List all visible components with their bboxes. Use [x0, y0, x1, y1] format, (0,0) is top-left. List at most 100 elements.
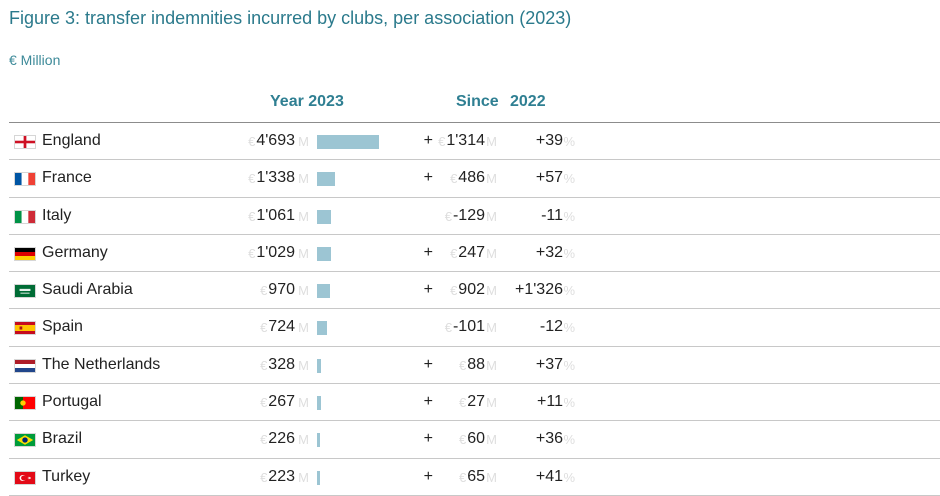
percent-unit: %: [563, 320, 575, 336]
column-header-since-year: 2022: [510, 93, 546, 110]
value-2023-cell: €970 M: [239, 281, 309, 301]
percent-cell: +32%: [507, 244, 575, 264]
currency-unit: €: [248, 208, 256, 224]
change-cell: €65 M: [429, 468, 497, 488]
million-unit: M: [486, 134, 497, 149]
percent-unit: %: [563, 134, 575, 149]
table-row: Turkey €223 M + €65 M +41%: [9, 459, 940, 496]
currency-unit: €: [260, 320, 268, 336]
england-flag-icon: [14, 135, 36, 149]
percent-change: +1'326: [515, 281, 563, 299]
change-sign: +: [423, 355, 433, 373]
table-row: England €4'693 M + €1'314 M +39%: [9, 123, 940, 161]
chart-title: Figure 3: transfer indemnities incurred …: [9, 8, 572, 28]
value-2023-cell: €223 M: [239, 468, 309, 488]
country-name: Saudi Arabia: [42, 281, 133, 299]
country-name: Spain: [42, 318, 83, 336]
currency-unit: €: [248, 245, 256, 261]
change-value: 60: [467, 430, 485, 448]
million-unit: M: [486, 357, 497, 373]
percent-change: -12: [539, 318, 563, 336]
value-2023: 1'029: [256, 243, 295, 261]
table-row: The Netherlands €328 M + €88 M +37%: [9, 347, 940, 385]
million-unit: M: [298, 171, 309, 187]
currency-unit: €: [450, 171, 458, 187]
unit-label: € Million: [9, 52, 61, 68]
million-unit: M: [486, 245, 497, 261]
portugal-flag-icon: [14, 396, 36, 411]
change-cell: €486 M: [429, 169, 497, 189]
million-unit: M: [298, 208, 309, 224]
million-unit: M: [486, 395, 497, 411]
percent-cell: +36%: [507, 430, 575, 450]
table-row: Italy €1'061 M € -129 M -11%: [9, 198, 940, 235]
netherlands-flag-icon: [14, 358, 36, 373]
change-cell: € -129 M: [429, 207, 497, 227]
change-value: -129: [452, 206, 485, 224]
change-sign: +: [423, 430, 433, 448]
change-value: 902: [458, 281, 485, 299]
country-name: Germany: [42, 243, 108, 261]
value-2023: 328: [268, 355, 295, 373]
million-unit: M: [298, 432, 309, 448]
million-unit: M: [298, 134, 309, 149]
percent-cell: +37%: [507, 356, 575, 376]
value-bar: [317, 358, 322, 373]
percent-change: +32: [535, 243, 563, 261]
value-bar: [317, 172, 335, 187]
country-name: Portugal: [42, 393, 102, 411]
value-bar: [317, 135, 379, 149]
change-value: -101: [452, 318, 485, 336]
column-header-since: Since: [456, 93, 499, 110]
percent-unit: %: [563, 208, 575, 224]
change-sign: +: [423, 243, 433, 261]
brazil-flag-icon: [14, 433, 36, 448]
change-sign: +: [423, 169, 433, 187]
currency-unit: €: [260, 469, 268, 485]
million-unit: M: [486, 283, 497, 299]
million-unit: M: [298, 245, 309, 261]
table-row: Portugal €267 M + €27 M +11%: [9, 384, 940, 422]
change-cell: €247 M: [429, 244, 497, 264]
data-table: England €4'693 M + €1'314 M +39% France €1'338 M +…: [9, 123, 940, 496]
table-row: Spain €724 M € -101 M -12%: [9, 309, 940, 347]
currency-unit: €: [444, 320, 452, 336]
million-unit: M: [486, 320, 497, 336]
currency-unit: €: [248, 134, 256, 149]
percent-unit: %: [563, 395, 575, 411]
percent-cell: +57%: [507, 169, 575, 189]
percent-unit: %: [563, 283, 575, 299]
value-2023-cell: €1'029 M: [239, 244, 309, 264]
france-flag-icon: [14, 172, 36, 187]
change-sign: +: [423, 281, 433, 299]
value-2023-cell: €226 M: [239, 430, 309, 450]
percent-cell: +1'326%: [507, 281, 575, 301]
value-bar: [317, 396, 321, 411]
country-name: Turkey: [42, 467, 91, 485]
table-row: Germany €1'029 M + €247 M +32%: [9, 235, 940, 273]
spain-flag-icon: [14, 321, 36, 336]
change-value: 65: [467, 467, 485, 485]
million-unit: M: [298, 395, 309, 411]
change-cell: €60 M: [429, 430, 497, 450]
country-name: The Netherlands: [42, 355, 161, 373]
change-cell: €1'314 M: [429, 132, 497, 152]
table-row: Brazil €226 M + €60 M +36%: [9, 421, 940, 459]
percent-unit: %: [563, 357, 575, 373]
percent-unit: %: [563, 469, 575, 485]
percent-cell: +11%: [507, 393, 575, 413]
change-cell: € -101 M: [429, 318, 497, 338]
value-2023: 724: [268, 318, 295, 336]
italy-flag-icon: [14, 209, 36, 224]
currency-unit: €: [458, 469, 467, 485]
saudi-arabia-flag-icon: [14, 284, 36, 299]
value-bar: [317, 321, 327, 336]
currency-unit: €: [260, 357, 268, 373]
change-cell: €27 M: [429, 393, 497, 413]
value-2023-cell: €1'338 M: [239, 169, 309, 189]
million-unit: M: [486, 208, 497, 224]
value-2023: 223: [268, 467, 295, 485]
value-bar: [317, 470, 320, 485]
change-cell: €902 M: [429, 281, 497, 301]
country-name: England: [42, 132, 101, 149]
